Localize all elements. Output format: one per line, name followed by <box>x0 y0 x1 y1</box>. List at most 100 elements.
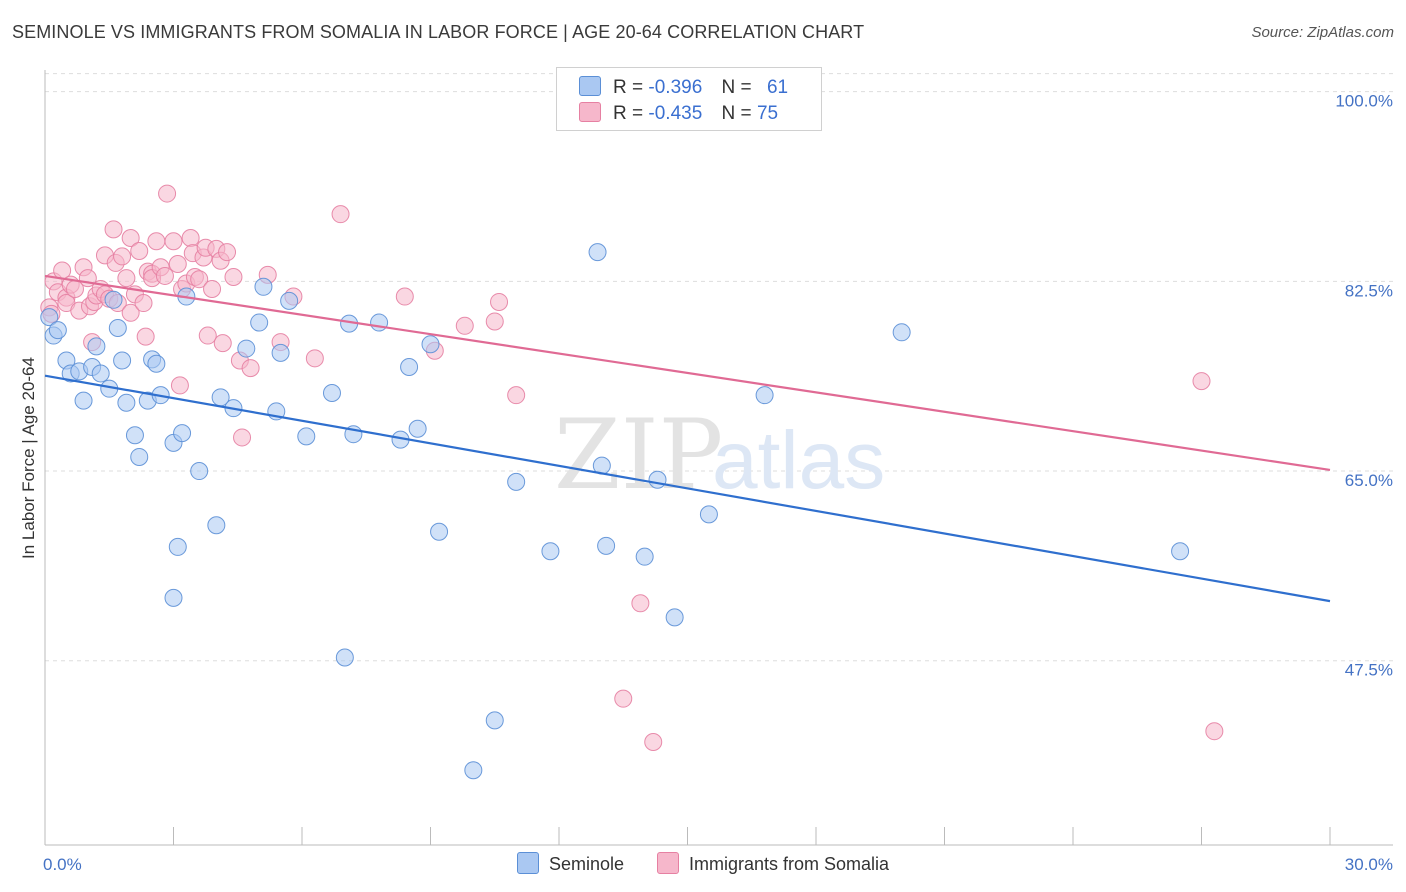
somalia-point <box>121 303 140 322</box>
stats-legend: R = -0.396 N = 61 R = -0.435 N = 75 <box>556 67 822 131</box>
seminole-point <box>597 536 616 555</box>
seminole-point <box>147 354 166 373</box>
legend-row-seminole: R = -0.396 N = 61 <box>579 76 788 100</box>
axes <box>44 70 1393 846</box>
seminole-point <box>125 426 144 445</box>
seminole-point <box>104 290 123 309</box>
legend-r-label: R = <box>613 103 644 124</box>
somalia-point <box>224 268 243 287</box>
somalia-swatch <box>657 852 679 874</box>
somalia-point <box>104 220 123 239</box>
legend-r-value: -0.396 <box>648 77 703 98</box>
seminole-point <box>74 391 93 410</box>
seminole-point <box>168 537 187 556</box>
legend-row-somalia: R = -0.435 N = 75 <box>579 102 778 126</box>
seminole-point <box>755 386 774 405</box>
somalia-point <box>130 242 149 261</box>
trend-lines <box>44 274 1331 603</box>
somalia-point <box>147 232 166 251</box>
somalia-point <box>203 279 222 298</box>
seminole-point <box>400 357 419 376</box>
seminole-point <box>117 393 136 412</box>
seminole-swatch <box>579 76 601 96</box>
seminole-point <box>91 364 110 383</box>
somalia-point <box>218 243 237 262</box>
somalia-point <box>164 232 183 251</box>
seminole-point <box>322 384 341 403</box>
legend-r-label: R = <box>613 77 644 98</box>
seminole-point <box>507 472 526 491</box>
seminole-point <box>335 648 354 667</box>
seminole-point <box>113 351 132 370</box>
somalia-point <box>170 376 189 395</box>
seminole-point <box>699 505 718 524</box>
seminole-point <box>40 308 59 327</box>
source-credit: Source: ZipAtlas.com <box>1251 24 1394 41</box>
somalia-trend-line <box>44 274 1331 472</box>
somalia-point <box>507 386 526 405</box>
watermark-atlas: atlas <box>712 415 885 506</box>
seminole-swatch <box>516 852 539 874</box>
somalia-point <box>485 312 504 331</box>
y-axis-title: In Labor Force | Age 20-64 <box>19 357 38 559</box>
legend-item-seminole: Seminole <box>516 852 624 875</box>
y-tick-label: 100.0% <box>1335 92 1393 111</box>
seminole-point <box>635 547 654 566</box>
somalia-point <box>614 689 633 708</box>
seminole-point <box>408 419 427 438</box>
somalia-point <box>233 428 252 447</box>
somalia-point <box>190 270 209 289</box>
somalia-point <box>155 266 174 285</box>
series-legend: Seminole Immigrants from Somalia <box>0 852 1406 875</box>
somalia-point <box>168 255 187 274</box>
seminole-point <box>250 313 269 332</box>
seminole-point <box>665 608 684 627</box>
seminole-point <box>464 761 483 780</box>
watermark-zip: ZIP <box>554 399 723 511</box>
seminole-point <box>892 323 911 342</box>
legend-label-seminole: Seminole <box>548 854 624 874</box>
somalia-point <box>455 316 474 335</box>
tick-labels: 47.5% 65.0% 82.5% 100.0% 0.0% 30.0% <box>43 92 1393 874</box>
somalia-point <box>121 229 140 248</box>
somalia-point <box>134 294 153 313</box>
somalia-point <box>644 733 663 752</box>
seminole-point <box>87 337 106 356</box>
seminole-point <box>421 335 440 354</box>
somalia-point <box>331 205 350 224</box>
seminole-point <box>164 588 183 607</box>
somalia-point <box>198 326 217 345</box>
seminole-point <box>485 711 504 730</box>
seminole-point <box>297 427 316 446</box>
legend-n-label: N = <box>721 77 752 98</box>
seminole-trend-line <box>44 374 1331 603</box>
seminole-point <box>280 291 299 310</box>
somalia-point <box>117 269 136 288</box>
seminole-point <box>541 542 560 561</box>
legend-n-value: 75 <box>756 103 779 124</box>
seminole-point <box>370 313 389 332</box>
seminole-point <box>108 318 127 337</box>
seminole-point <box>430 522 449 541</box>
seminole-point <box>237 339 256 358</box>
somalia-point <box>113 247 132 266</box>
somalia-swatch <box>579 102 601 122</box>
seminole-point <box>588 243 607 262</box>
somalia-point <box>241 359 260 378</box>
seminole-point <box>207 516 226 535</box>
y-tick-label: 65.0% <box>1345 471 1393 490</box>
somalia-point <box>181 229 200 248</box>
x-tick-label: 0.0% <box>43 855 82 874</box>
somalia-point <box>490 292 509 311</box>
x-tick-label: 30.0% <box>1345 855 1393 874</box>
y-tick-label: 82.5% <box>1345 281 1393 300</box>
chart-title: SEMINOLE VS IMMIGRANTS FROM SOMALIA IN L… <box>12 22 865 42</box>
seminole-point <box>1171 542 1190 561</box>
legend-n-label: N = <box>721 103 752 124</box>
somalia-point <box>136 327 155 346</box>
seminole-point <box>648 470 667 489</box>
somalia-point <box>1205 722 1224 741</box>
zipatlas-watermark: ZIP atlas <box>554 399 885 511</box>
seminole-point <box>48 321 67 340</box>
